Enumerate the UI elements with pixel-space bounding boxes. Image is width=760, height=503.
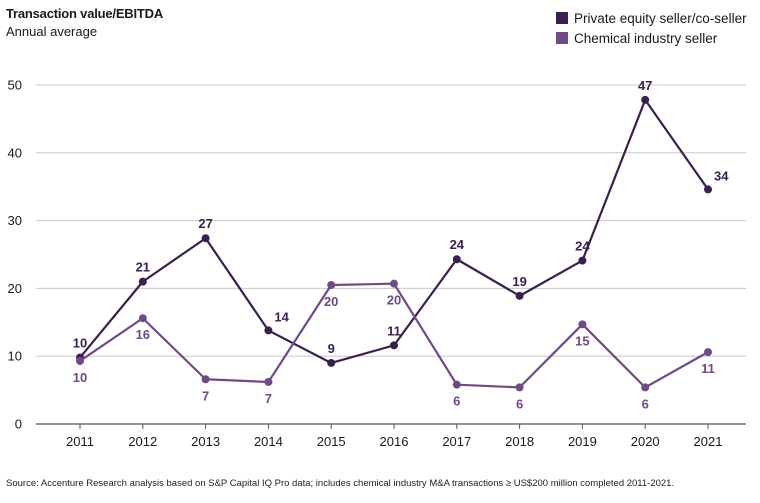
x-tick-label-2015: 2015 [317, 434, 346, 449]
data-label-chemical-2015: 20 [324, 294, 338, 309]
data-label-chemical-2014: 7 [265, 391, 272, 406]
point-chemical-2019 [578, 320, 587, 329]
data-label-chemical-2013: 7 [202, 388, 209, 403]
data-label-private-equity-2018: 19 [512, 274, 526, 289]
point-chemical-2015 [327, 281, 336, 290]
point-chemical-2012 [138, 314, 147, 323]
data-label-chemical-2019: 15 [575, 333, 589, 348]
y-tick-label-10: 10 [8, 349, 22, 364]
data-label-chemical-2018: 6 [516, 396, 523, 411]
chart-subtitle: Annual average [6, 24, 98, 39]
x-tick-label-2021: 2021 [694, 434, 723, 449]
data-label-private-equity-2017: 24 [450, 237, 465, 252]
x-tick-label-2019: 2019 [568, 434, 597, 449]
point-chemical-2013 [201, 375, 210, 384]
data-label-chemical-2012: 16 [136, 327, 150, 342]
x-tick-label-2014: 2014 [254, 434, 283, 449]
data-label-chemical-2016: 20 [387, 293, 401, 308]
y-tick-label-30: 30 [8, 213, 22, 228]
y-tick-label-40: 40 [8, 145, 22, 160]
data-label-chemical-2017: 6 [453, 394, 460, 409]
legend-item-private-equity: Private equity seller/co-seller [556, 8, 747, 28]
point-chemical-2020 [641, 383, 650, 392]
legend-swatch-chemical [556, 32, 568, 44]
point-chemical-2018 [515, 383, 524, 392]
y-tick-label-50: 50 [8, 78, 22, 93]
point-chemical-2021 [704, 348, 712, 357]
y-tick-label-20: 20 [8, 281, 22, 296]
x-tick-label-2011: 2011 [66, 434, 94, 449]
data-label-private-equity-2021: 34 [714, 168, 729, 183]
x-tick-label-2020: 2020 [631, 434, 660, 449]
data-label-private-equity-2013: 27 [198, 216, 212, 231]
x-tick-label-2013: 2013 [191, 434, 220, 449]
point-private-equity-2012 [138, 277, 147, 286]
data-label-chemical-2021: 11 [701, 361, 715, 376]
data-label-private-equity-2015: 9 [328, 341, 335, 356]
legend-swatch-private-equity [556, 12, 568, 24]
point-private-equity-2015 [327, 358, 336, 367]
point-chemical-2011 [76, 356, 84, 365]
point-chemical-2014 [264, 377, 273, 386]
data-label-private-equity-2014: 14 [274, 309, 289, 324]
data-label-chemical-2011: 10 [73, 370, 87, 385]
point-private-equity-2018 [515, 291, 524, 300]
data-label-private-equity-2019: 24 [575, 239, 590, 254]
legend: Private equity seller/co-seller Chemical… [556, 8, 747, 48]
point-chemical-2017 [452, 380, 461, 389]
data-label-private-equity-2011: 10 [73, 336, 87, 351]
chart-title: Transaction value/EBITDA [6, 6, 164, 21]
point-private-equity-2013 [201, 234, 210, 243]
source-note: Source: Accenture Research analysis base… [6, 478, 675, 489]
y-tick-label-0: 0 [15, 417, 22, 432]
legend-label-chemical: Chemical industry seller [574, 30, 718, 46]
x-tick-label-2018: 2018 [505, 434, 534, 449]
data-label-private-equity-2016: 11 [387, 323, 401, 338]
point-private-equity-2021 [704, 185, 712, 194]
legend-label-private-equity: Private equity seller/co-seller [574, 10, 747, 26]
legend-item-chemical: Chemical industry seller [556, 28, 747, 48]
x-tick-label-2016: 2016 [380, 434, 409, 449]
point-private-equity-2017 [452, 255, 461, 264]
point-private-equity-2020 [641, 95, 650, 104]
data-label-chemical-2020: 6 [642, 396, 649, 411]
data-label-private-equity-2012: 21 [136, 260, 150, 275]
point-private-equity-2019 [578, 256, 587, 265]
x-tick-label-2012: 2012 [128, 434, 157, 449]
point-private-equity-2014 [264, 326, 273, 335]
point-private-equity-2016 [390, 341, 398, 350]
data-label-private-equity-2020: 47 [638, 78, 652, 93]
point-chemical-2016 [390, 279, 398, 288]
x-tick-label-2017: 2017 [442, 434, 471, 449]
